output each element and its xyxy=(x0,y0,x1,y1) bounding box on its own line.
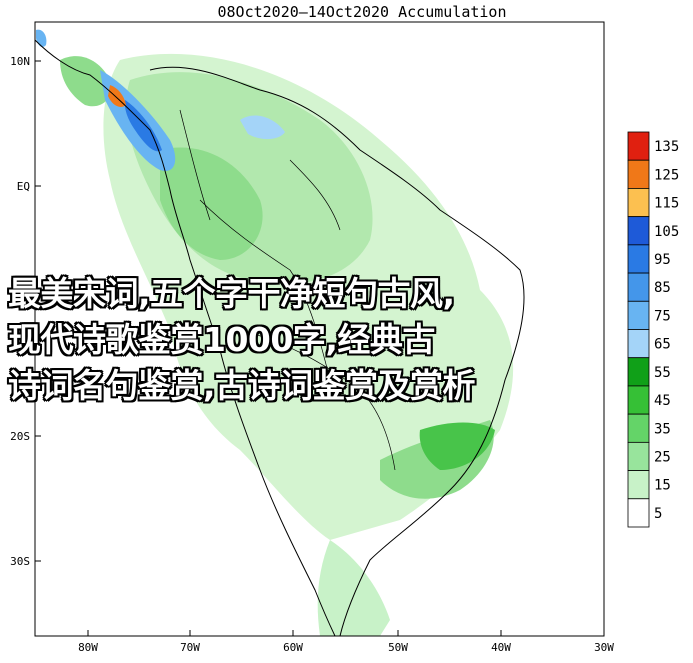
legend-swatch xyxy=(627,329,650,359)
country-border-4 xyxy=(289,159,341,231)
watermark-line-1: 最美宋词,五个字干净短句古风, xyxy=(8,274,455,313)
legend-label: 35 xyxy=(654,421,671,437)
precip-25-region xyxy=(160,147,263,260)
map-frame xyxy=(34,21,605,637)
precipitation-fields xyxy=(36,29,514,636)
legend-swatch xyxy=(627,413,650,443)
legend-colorbar: 135 125 115 105 95 85 75 65 55 45 35 25 15 5 xyxy=(627,131,679,528)
precip-125-region xyxy=(108,85,126,107)
legend-swatch xyxy=(627,244,650,274)
latitude-axis: 10N EQ 20S 30S xyxy=(10,55,41,568)
legend-label: 25 xyxy=(654,449,671,465)
map-title: 08Oct2020—14Oct2020 Accumulation xyxy=(218,3,507,21)
precip-95-region xyxy=(124,100,162,152)
legend-label: 5 xyxy=(654,506,662,522)
legend-label: 115 xyxy=(654,196,679,212)
country-border-3 xyxy=(179,109,211,221)
legend-swatch xyxy=(627,470,650,500)
legend-swatch xyxy=(627,216,650,246)
legend-swatch xyxy=(627,159,650,189)
precip-65-region xyxy=(240,115,285,140)
legend-label: 135 xyxy=(654,139,679,155)
legend-label: 105 xyxy=(654,224,679,240)
lat-tick-label: 30S xyxy=(10,555,30,568)
precip-5-south-region xyxy=(317,540,390,636)
longitude-axis: 80W 70W 60W 50W 40W 30W xyxy=(78,630,614,654)
legend-label: 45 xyxy=(654,393,671,409)
lon-tick-label: 40W xyxy=(491,641,511,654)
legend-label: 15 xyxy=(654,478,671,494)
precip-35-south-region xyxy=(419,422,495,470)
lon-tick-label: 50W xyxy=(388,641,408,654)
country-border-2 xyxy=(239,329,396,471)
precip-75-nw-region xyxy=(36,29,47,48)
lat-tick-label: 10N xyxy=(10,55,30,68)
watermark-line-3: 诗词名句鉴赏,古诗词鉴赏及赏析 xyxy=(8,366,476,405)
legend-label: 85 xyxy=(654,280,671,296)
coastlines xyxy=(35,39,525,636)
legend-swatch xyxy=(627,272,650,302)
east-coastline xyxy=(149,66,525,636)
legend-swatch xyxy=(627,385,650,415)
legend-swatch xyxy=(627,498,650,528)
legend-label: 125 xyxy=(654,167,679,183)
legend-swatch xyxy=(627,131,650,161)
legend-swatch xyxy=(627,357,650,387)
legend-swatch xyxy=(627,300,650,330)
lon-tick-label: 60W xyxy=(283,641,303,654)
country-border-1 xyxy=(199,199,331,381)
legend-label: 55 xyxy=(654,365,671,381)
lon-tick-label: 80W xyxy=(78,641,98,654)
west-coastline xyxy=(35,39,336,636)
legend-label: 65 xyxy=(654,337,671,353)
legend-label: 95 xyxy=(654,252,671,268)
lon-tick-label: 30W xyxy=(594,641,614,654)
lon-tick-label: 70W xyxy=(180,641,200,654)
lat-tick-label: 20S xyxy=(10,430,30,443)
watermark-line-2: 现代诗歌鉴赏1000字,经典古 xyxy=(8,320,435,359)
legend-swatch xyxy=(627,441,650,471)
legend-label: 75 xyxy=(654,308,671,324)
lat-tick-label: EQ xyxy=(17,180,30,193)
legend-swatch xyxy=(627,188,650,218)
